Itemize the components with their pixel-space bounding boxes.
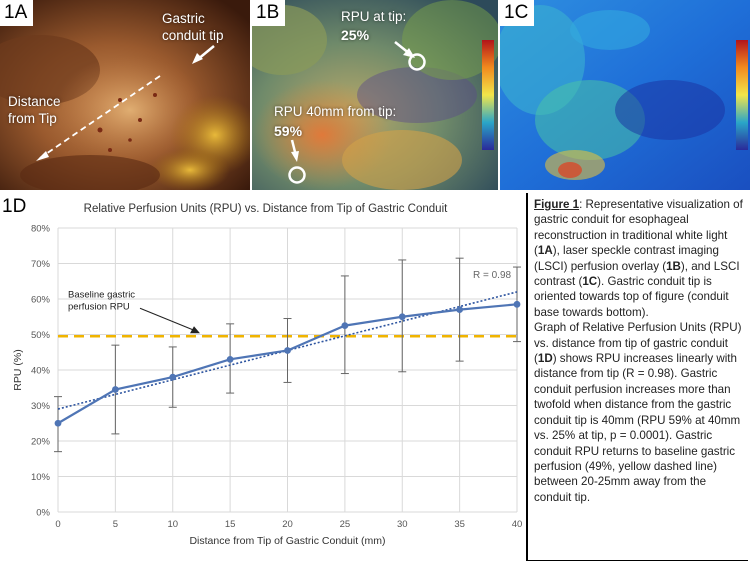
data-point xyxy=(456,306,464,314)
x-tick-label: 20 xyxy=(282,519,293,530)
data-point xyxy=(169,373,177,381)
data-point xyxy=(226,355,234,363)
baseline-callout-arrow xyxy=(190,326,200,334)
y-tick-label: 80% xyxy=(31,224,51,235)
panel-label-1d: 1D xyxy=(2,196,27,217)
panel-1c-lsci-contrast: 1C xyxy=(500,0,750,190)
x-tick-label: 10 xyxy=(167,519,178,530)
panel-1a-white-light: 1A Gastric conduit tip Distance from Tip xyxy=(0,0,250,190)
caption-text-4: ). Gastric conduit tip is oriented towar… xyxy=(534,275,729,319)
caption-text-5: Graph of Relative Perfusion Units (RPU) … xyxy=(534,321,742,366)
y-tick-label: 20% xyxy=(31,437,51,448)
caption-ref-1d: 1D xyxy=(537,352,553,366)
baseline-callout-line xyxy=(139,307,195,331)
data-point xyxy=(513,300,521,308)
data-point xyxy=(284,347,291,354)
data-point xyxy=(111,386,119,393)
panel-label-1a: 1A xyxy=(0,0,34,26)
lsci-overlay-image xyxy=(252,0,498,190)
x-tick-label: 25 xyxy=(340,519,351,530)
chart-title: Relative Perfusion Units (RPU) vs. Dista… xyxy=(84,203,448,215)
rpu-at-tip-label: RPU at tip: xyxy=(341,9,407,24)
white-light-image xyxy=(0,0,250,190)
caption-text-1: : Representative visualization of gastri… xyxy=(534,198,743,258)
panel-1b-lsci-overlay: 1B RPU at tip: 25% RPU 40mm from tip: 59… xyxy=(252,0,498,190)
panel-label-1b: 1B xyxy=(252,0,286,26)
caption-ref-1c: 1C xyxy=(582,275,598,289)
data-point xyxy=(341,322,349,330)
rpu-40mm-label: RPU 40mm from tip: xyxy=(274,104,397,119)
caption-text-3: ), and LSCI contrast ( xyxy=(534,259,740,289)
y-tick-label: 30% xyxy=(31,401,51,412)
caption-ref-1a: 1A xyxy=(537,244,553,258)
figure-caption: Figure 1: Representative visualization o… xyxy=(526,193,748,561)
y-axis-label: RPU (%) xyxy=(12,349,24,390)
rpu-at-tip-value: 25% xyxy=(341,27,370,43)
x-tick-label: 30 xyxy=(397,519,408,530)
x-tick-label: 15 xyxy=(225,519,236,530)
gastric-conduit-tip-annotation: Gastric conduit tip xyxy=(162,11,224,43)
caption-text-6: ) shows RPU increases linearly with dist… xyxy=(534,352,741,504)
distance-from-tip-annotation: Distance from Tip xyxy=(8,94,61,126)
x-tick-label: 5 xyxy=(113,519,118,530)
rpu-distance-chart: Relative Perfusion Units (RPU) vs. Dista… xyxy=(12,203,523,547)
y-tick-label: 10% xyxy=(31,472,51,483)
baseline-label-line1: Baseline gastric xyxy=(68,289,135,300)
y-tick-label: 40% xyxy=(31,366,51,377)
trendline-r-label: R = 0.98 xyxy=(473,270,512,281)
rpu-40mm-value: 59% xyxy=(274,123,303,139)
panel-label-1c: 1C xyxy=(500,0,535,26)
caption-ref-1b: 1B xyxy=(666,259,681,273)
y-tick-label: 50% xyxy=(31,330,51,341)
y-tick-label: 60% xyxy=(31,295,51,306)
data-point xyxy=(398,313,406,321)
y-tick-label: 70% xyxy=(31,259,51,270)
x-axis-label: Distance from Tip of Gastric Conduit (mm… xyxy=(189,535,385,547)
y-tick-label: 0% xyxy=(36,508,50,519)
baseline-label-line2: perfusion RPU xyxy=(68,301,130,312)
data-point xyxy=(54,419,62,427)
caption-figure-label: Figure 1 xyxy=(534,198,580,211)
x-tick-label: 0 xyxy=(55,519,60,530)
x-tick-label: 35 xyxy=(454,519,465,530)
caption-text-2: ), laser speckle contrast imaging (LSCI)… xyxy=(534,244,719,273)
lsci-contrast-image xyxy=(500,0,750,190)
x-tick-label: 40 xyxy=(512,519,523,530)
